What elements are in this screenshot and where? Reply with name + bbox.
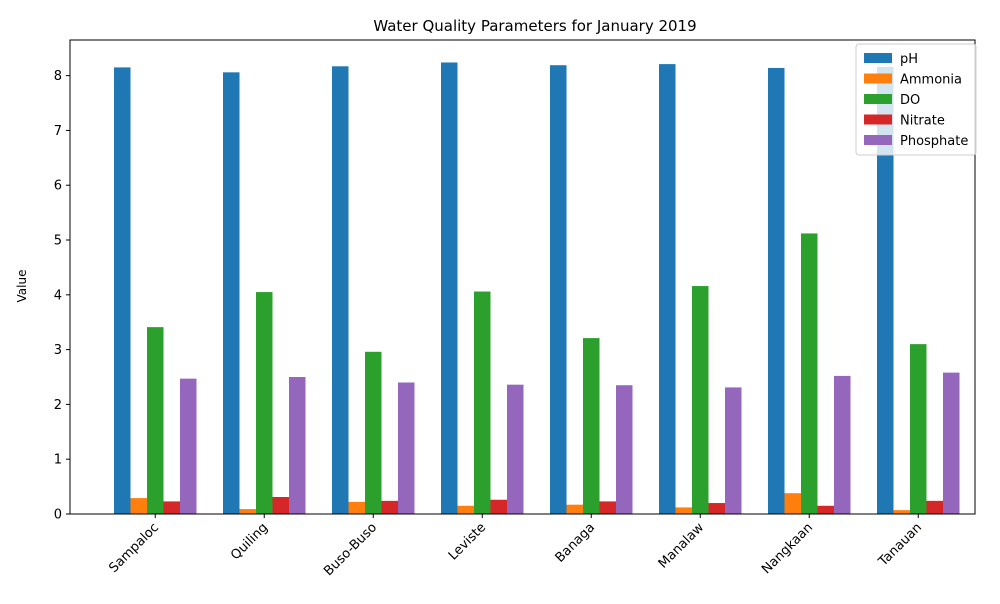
y-tick-label: 0 [54, 508, 62, 523]
legend-swatch-nitrate [864, 114, 892, 125]
legend-label-ph: pH [900, 52, 918, 67]
bar-ammonia-sampaloc [130, 498, 147, 514]
bar-nitrate-manalaw [708, 503, 725, 514]
bar-ph-banaga [550, 65, 567, 515]
bar-do-buso-buso [365, 351, 382, 514]
bar-phosphate-leviste [507, 384, 524, 514]
legend-label-nitrate: Nitrate [900, 114, 945, 129]
legend-label-ammonia: Ammonia [900, 73, 962, 88]
chart-title: Water Quality Parameters for January 201… [373, 17, 696, 35]
y-tick-label: 4 [54, 288, 62, 303]
bar-ph-manalaw [659, 64, 676, 515]
legend-swatch-phosphate [864, 135, 892, 145]
bar-ammonia-buso-buso [348, 501, 365, 514]
x-tick-label: Banaga [553, 520, 598, 565]
legend: pH Ammonia DO Nitrate Phosphate [855, 43, 977, 156]
bar-ph-quiling [223, 72, 240, 514]
bar-nitrate-banaga [599, 501, 616, 514]
bar-ammonia-quiling [239, 509, 256, 514]
x-tick-label: Manalaw [656, 520, 708, 572]
bar-phosphate-buso-buso [398, 382, 415, 514]
bar-ammonia-nangkaan [784, 493, 801, 514]
x-tick-label: Nangkaan [759, 520, 816, 577]
bar-ph-sampaloc [114, 67, 131, 515]
plot-frame [69, 39, 976, 515]
bar-phosphate-sampaloc [180, 378, 197, 514]
bar-ammonia-banaga [566, 504, 583, 514]
y-tick-label: 7 [54, 124, 62, 139]
bar-ph-nangkaan [768, 67, 785, 514]
bar-do-manalaw [692, 286, 709, 514]
bar-nitrate-tanauan [926, 500, 943, 514]
bar-phosphate-nangkaan [834, 375, 851, 514]
bar-nitrate-leviste [490, 499, 507, 514]
bar-ph-buso-buso [332, 66, 349, 515]
bar-ph-leviste [441, 62, 458, 514]
y-tick-label: 5 [54, 234, 62, 249]
bar-do-quiling [256, 292, 273, 514]
y-tick-label: 3 [54, 343, 62, 358]
y-axis: 0 1 2 3 4 5 6 7 8 [54, 69, 70, 523]
bar-nitrate-sampaloc [163, 501, 180, 514]
bar-nitrate-buso-buso [381, 500, 398, 514]
bar-do-leviste [474, 291, 491, 514]
y-tick-label: 1 [54, 453, 62, 468]
bar-ph-tanauan [877, 66, 894, 514]
bar-phosphate-banaga [616, 385, 633, 514]
bar-ammonia-tanauan [893, 510, 910, 514]
x-tick-label: Leviste [446, 520, 489, 563]
x-tick-label: Sampaloc [106, 520, 162, 576]
x-tick-label: Tanauan [875, 520, 925, 570]
legend-label-do: DO [900, 93, 920, 108]
x-axis: Sampaloc Quiling Buso-Buso Leviste Banaga Man… [106, 514, 925, 579]
y-tick-label: 8 [54, 69, 62, 84]
bar-do-banaga [583, 338, 600, 514]
bar-phosphate-manalaw [725, 387, 742, 514]
bar-ammonia-leviste [457, 505, 474, 514]
legend-swatch-do [864, 94, 892, 104]
bar-nitrate-quiling [272, 497, 289, 514]
legend-swatch-ammonia [864, 73, 892, 84]
y-axis-label: Value [15, 270, 29, 303]
x-tick-label: Buso-Buso [321, 520, 380, 579]
bar-phosphate-quiling [289, 377, 306, 514]
legend-swatch-ph [864, 53, 892, 63]
bar-nitrate-nangkaan [817, 505, 834, 514]
bar-do-nangkaan [801, 233, 818, 514]
y-tick-label: 6 [54, 179, 62, 194]
bar-phosphate-tanauan [943, 372, 960, 514]
x-tick-label: Quiling [228, 520, 271, 563]
legend-label-phosphate: Phosphate [900, 134, 968, 149]
bar-ammonia-manalaw [675, 507, 692, 514]
bars-group [114, 62, 960, 515]
y-tick-label: 2 [54, 398, 62, 413]
bar-do-sampaloc [147, 327, 164, 514]
legend-box [855, 43, 977, 156]
bar-do-tanauan [910, 344, 927, 514]
